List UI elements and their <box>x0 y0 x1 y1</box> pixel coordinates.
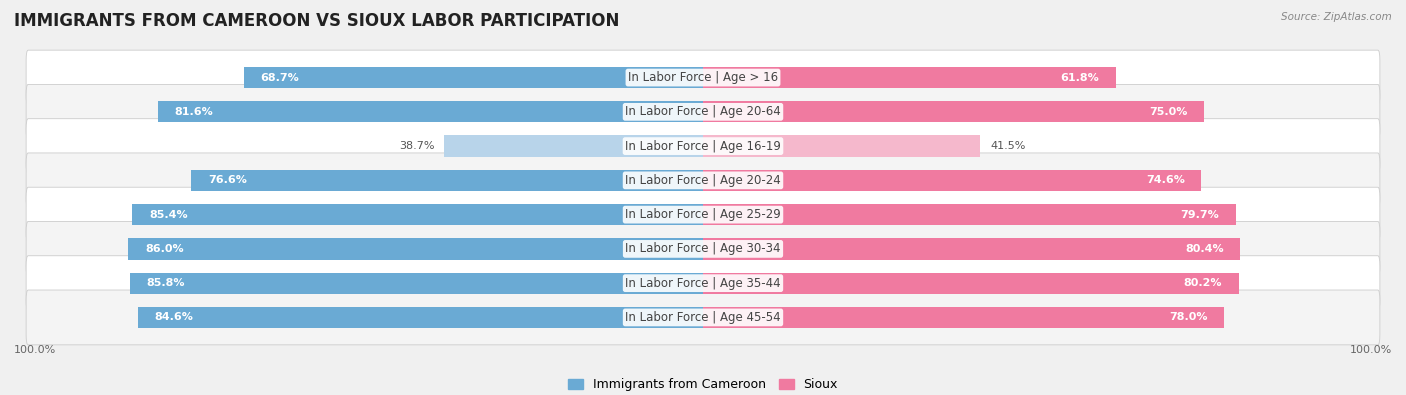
Bar <box>138 307 703 328</box>
Text: 41.5%: 41.5% <box>990 141 1026 151</box>
Text: 79.7%: 79.7% <box>1180 210 1219 220</box>
Text: In Labor Force | Age 25-29: In Labor Force | Age 25-29 <box>626 208 780 221</box>
Text: 80.2%: 80.2% <box>1184 278 1222 288</box>
Text: 76.6%: 76.6% <box>208 175 246 185</box>
Text: In Labor Force | Age 20-24: In Labor Force | Age 20-24 <box>626 174 780 187</box>
Text: In Labor Force | Age 35-44: In Labor Force | Age 35-44 <box>626 276 780 290</box>
FancyBboxPatch shape <box>27 290 1379 345</box>
Bar <box>703 238 1240 260</box>
Text: 85.4%: 85.4% <box>149 210 187 220</box>
Text: In Labor Force | Age 30-34: In Labor Force | Age 30-34 <box>626 243 780 256</box>
FancyBboxPatch shape <box>27 153 1379 208</box>
Text: In Labor Force | Age 20-64: In Labor Force | Age 20-64 <box>626 105 780 118</box>
Bar <box>444 135 703 157</box>
Legend: Immigrants from Cameroon, Sioux: Immigrants from Cameroon, Sioux <box>562 373 844 395</box>
FancyBboxPatch shape <box>27 118 1379 173</box>
Bar <box>129 273 703 294</box>
Bar <box>191 170 703 191</box>
Bar <box>703 307 1225 328</box>
Text: 84.6%: 84.6% <box>155 312 193 322</box>
Bar <box>703 273 1239 294</box>
Bar <box>245 67 703 88</box>
FancyBboxPatch shape <box>27 222 1379 276</box>
Bar <box>128 238 703 260</box>
Bar <box>703 101 1204 122</box>
FancyBboxPatch shape <box>27 50 1379 105</box>
Text: 81.6%: 81.6% <box>174 107 214 117</box>
Text: 61.8%: 61.8% <box>1060 73 1099 83</box>
Bar <box>703 170 1202 191</box>
FancyBboxPatch shape <box>27 256 1379 310</box>
Text: IMMIGRANTS FROM CAMEROON VS SIOUX LABOR PARTICIPATION: IMMIGRANTS FROM CAMEROON VS SIOUX LABOR … <box>14 12 620 30</box>
FancyBboxPatch shape <box>27 187 1379 242</box>
Text: 80.4%: 80.4% <box>1185 244 1223 254</box>
Text: In Labor Force | Age 16-19: In Labor Force | Age 16-19 <box>626 139 780 152</box>
FancyBboxPatch shape <box>27 85 1379 139</box>
Bar <box>132 204 703 225</box>
Text: 85.8%: 85.8% <box>146 278 186 288</box>
Text: In Labor Force | Age > 16: In Labor Force | Age > 16 <box>628 71 778 84</box>
Text: 75.0%: 75.0% <box>1149 107 1188 117</box>
Text: Source: ZipAtlas.com: Source: ZipAtlas.com <box>1281 12 1392 22</box>
Bar <box>157 101 703 122</box>
Bar <box>703 204 1236 225</box>
Text: In Labor Force | Age 45-54: In Labor Force | Age 45-54 <box>626 311 780 324</box>
Text: 68.7%: 68.7% <box>260 73 299 83</box>
Text: 78.0%: 78.0% <box>1168 312 1208 322</box>
Bar <box>703 67 1116 88</box>
Text: 38.7%: 38.7% <box>399 141 434 151</box>
Text: 74.6%: 74.6% <box>1146 175 1185 185</box>
Text: 86.0%: 86.0% <box>145 244 184 254</box>
Bar <box>703 135 980 157</box>
